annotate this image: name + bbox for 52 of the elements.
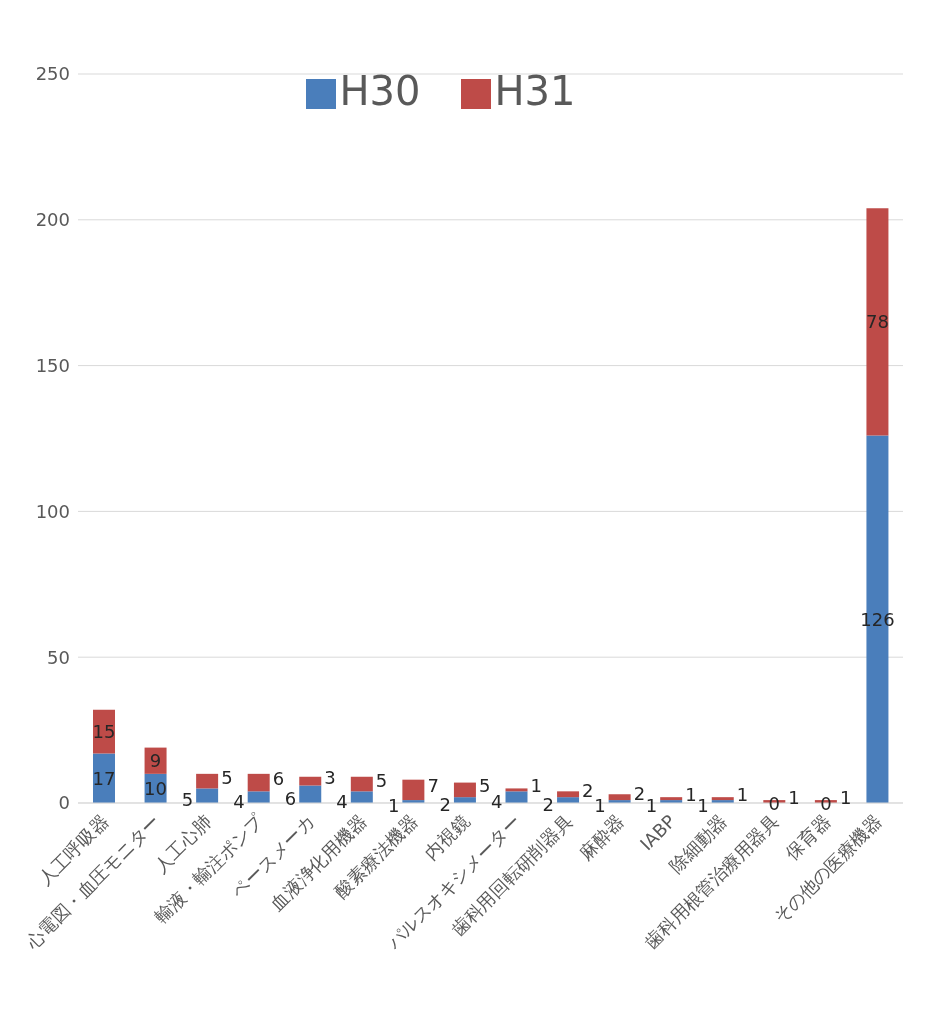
data-label: 1 <box>697 795 709 817</box>
data-label: 1 <box>685 784 697 806</box>
data-label: 17 <box>92 767 116 789</box>
data-label: 5 <box>478 775 491 797</box>
bar <box>505 791 528 803</box>
bar <box>196 788 219 803</box>
data-label: 6 <box>272 768 285 790</box>
bar <box>453 782 476 798</box>
y-tick-label: 200 <box>35 209 70 231</box>
legend-label: H30 <box>339 68 421 114</box>
y-tick-label: 250 <box>35 63 70 85</box>
data-label: 3 <box>324 766 336 788</box>
y-tick-label: 0 <box>58 792 70 814</box>
y-tick-label: 50 <box>47 646 70 668</box>
bar <box>299 776 322 786</box>
data-label: 10 <box>144 777 168 799</box>
bar <box>196 773 219 789</box>
data-label: 15 <box>92 721 116 743</box>
y-tick-label: 100 <box>35 500 70 522</box>
bar <box>247 773 270 792</box>
data-label: 1 <box>736 784 749 806</box>
data-label: 2 <box>633 782 646 804</box>
data-label: 9 <box>149 750 162 772</box>
data-label: 2 <box>542 793 555 815</box>
data-label: 1 <box>594 795 606 817</box>
bar <box>505 788 528 792</box>
data-label: 5 <box>181 789 194 811</box>
bar <box>247 791 270 803</box>
data-label: 2 <box>439 793 451 815</box>
data-label: 1 <box>387 795 400 817</box>
data-label: 1 <box>645 795 658 817</box>
data-label: 1 <box>530 775 542 797</box>
data-label: 78 <box>865 311 889 333</box>
y-tick-label: 150 <box>35 354 70 376</box>
data-label: 5 <box>375 769 388 791</box>
legend-label: H31 <box>494 68 576 114</box>
bar <box>608 794 631 801</box>
data-label: 4 <box>233 790 245 812</box>
bar <box>402 779 425 801</box>
bar <box>557 791 580 798</box>
data-label: 7 <box>427 775 439 797</box>
bar <box>350 776 373 792</box>
data-label: 5 <box>221 766 233 788</box>
bar <box>866 208 889 436</box>
data-label: 4 <box>336 790 348 812</box>
data-label: 2 <box>582 779 594 801</box>
data-label: 4 <box>491 790 503 812</box>
bar <box>299 785 322 803</box>
data-label: 1 <box>839 787 852 809</box>
data-label: 6 <box>284 787 297 809</box>
data-label: 1 <box>788 787 800 809</box>
bar <box>350 791 373 803</box>
